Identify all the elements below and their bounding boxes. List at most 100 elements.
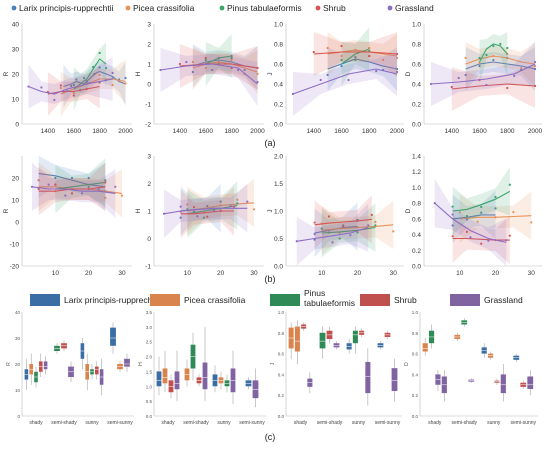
y-tick-label: 0.4: [412, 232, 421, 239]
data-point: [485, 83, 488, 87]
category-label: semi-shady: [51, 420, 77, 426]
y-tick-label: 0.4: [412, 372, 419, 377]
panel-label-b: (b): [265, 274, 276, 284]
confidence-band: [164, 184, 248, 238]
box: [156, 371, 162, 387]
box: [319, 332, 326, 349]
fit-line: [327, 58, 398, 70]
data-point: [236, 198, 239, 201]
y-tick-label: 1: [147, 62, 151, 69]
data-point: [313, 221, 316, 224]
x-tick-label: 1400: [445, 128, 460, 135]
data-point: [480, 205, 483, 209]
legend-label: tabulaeformis: [304, 298, 355, 308]
fit-line: [60, 78, 126, 95]
data-point: [505, 239, 508, 242]
y-tick-label: 0.8: [412, 42, 421, 49]
confidence-band: [63, 61, 126, 109]
data-point: [204, 58, 207, 62]
y-tick-label: 1.0: [412, 185, 421, 192]
y-tick-label: 30: [12, 47, 20, 54]
legend-label: Larix principis-rupprechtii: [19, 3, 114, 13]
category-label: sunny: [487, 420, 501, 426]
confidence-band: [192, 44, 258, 90]
data-point: [232, 205, 236, 208]
data-point: [465, 218, 469, 221]
confidence-band: [314, 202, 358, 258]
fit-line: [28, 78, 113, 95]
category-label: shady: [161, 420, 175, 426]
y-tick-label: -2: [145, 122, 151, 129]
y-axis-label: J: [267, 72, 274, 75]
data-point: [66, 89, 69, 93]
data-point: [185, 60, 188, 64]
fit-line: [187, 204, 238, 215]
panel-a3: 0.0 0.2 0.4 0.6 0.8 1.0 1400 1600 1800 2000 J: [267, 22, 405, 136]
x-tick-label: 1800: [224, 128, 239, 135]
y-axis-label: R: [3, 208, 10, 213]
panel-label-a: (a): [265, 138, 276, 148]
data-point: [196, 215, 199, 218]
fit-line: [180, 210, 234, 215]
panel-a1: 0 10 20 30 40 1400 1600 1800 2000 R: [3, 22, 133, 136]
data-point: [342, 225, 345, 228]
fit-line: [321, 224, 394, 231]
fit-line: [292, 68, 398, 95]
data-point: [252, 208, 256, 211]
data-point: [98, 51, 101, 55]
panel-b2: -1 0 1 2 3 10 20 30 H: [135, 154, 264, 277]
category-label: semi-sunny: [239, 420, 265, 426]
data-point: [206, 215, 209, 218]
y-tick-label: 0.2: [412, 248, 421, 255]
data-point: [256, 80, 259, 84]
data-point: [458, 211, 461, 214]
y-tick-label: 30: [15, 336, 21, 341]
data-point: [204, 56, 207, 60]
y-axis-label: D: [404, 362, 410, 366]
fit-line: [31, 186, 116, 194]
data-point: [492, 58, 495, 62]
y-tick-label: 1.0: [412, 22, 421, 29]
data-point: [243, 68, 246, 72]
y-tick-label: 0.2: [278, 393, 285, 398]
y-tick-label: 0: [17, 414, 20, 419]
data-point: [87, 185, 90, 188]
data-point: [512, 211, 515, 214]
x-tick-label: 2000: [250, 128, 265, 135]
fit-line: [296, 226, 369, 242]
x-tick-label: 10: [184, 270, 192, 277]
y-tick-label: 1.0: [274, 22, 283, 29]
data-point: [356, 231, 359, 234]
confidence-band: [327, 47, 398, 91]
data-point: [450, 85, 453, 89]
data-point: [368, 46, 371, 50]
confidence-band: [452, 167, 510, 236]
legend-top: Larix principis-rupprechtii Picea crassif…: [11, 3, 434, 13]
y-tick-label: 0.2: [412, 102, 421, 109]
category-label: semi-shady: [317, 420, 343, 426]
x-tick-label: 1400: [41, 128, 56, 135]
y-tick-label: 1.2: [412, 169, 421, 176]
category-label: semi-shady: [451, 420, 477, 426]
y-tick-label: 1.0: [274, 209, 283, 216]
data-point: [530, 221, 533, 224]
data-point: [331, 241, 334, 244]
y-tick-label: 1: [147, 209, 151, 216]
y-tick-label: 3.0: [146, 325, 153, 330]
data-point: [478, 56, 481, 60]
fit-line: [459, 215, 532, 220]
panel-b3: 0.0 0.5 1.0 1.5 2.0 10 20 30 J: [267, 154, 404, 277]
confidence-band: [434, 178, 507, 266]
data-point: [478, 64, 481, 68]
data-point: [229, 204, 232, 208]
data-point: [104, 181, 107, 184]
y-tick-label: 3.5: [146, 310, 153, 315]
data-point: [508, 183, 511, 186]
box: [110, 327, 116, 346]
data-point: [105, 66, 108, 70]
legend-label: Grassland: [484, 295, 523, 305]
y-tick-label: 0.4: [274, 82, 283, 89]
y-tick-label: 0.0: [274, 264, 283, 271]
data-point: [237, 68, 240, 72]
